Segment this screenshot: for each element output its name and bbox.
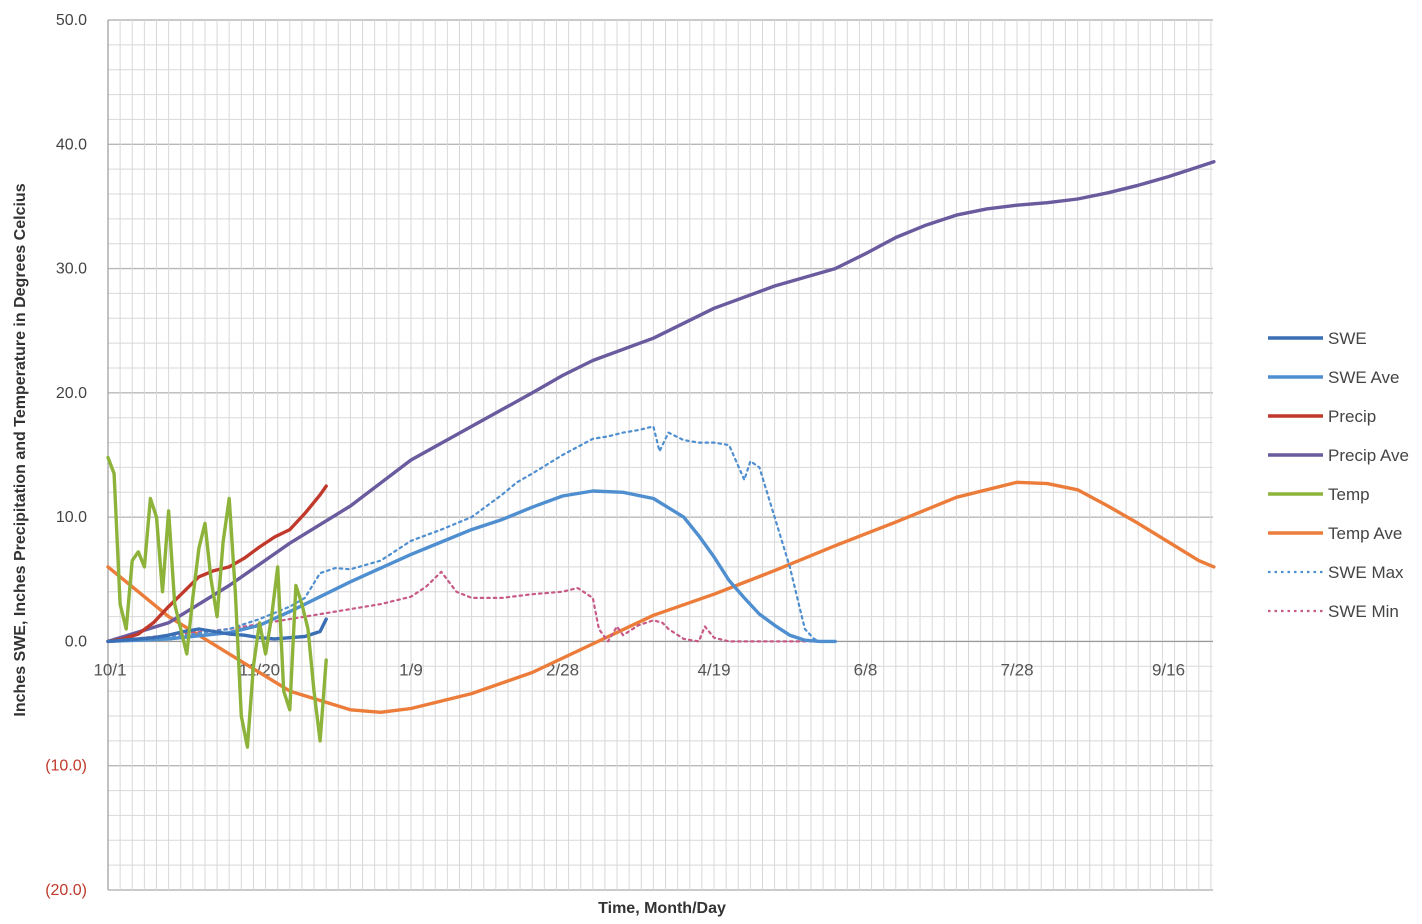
y-tick-label: (20.0): [45, 882, 87, 899]
legend: SWE SWE Ave Precip Precip Ave Temp Temp Ave SW…: [1268, 329, 1409, 621]
legend-label-temp: Temp: [1328, 485, 1370, 504]
x-tick-label: 6/8: [854, 660, 878, 679]
x-tick-label: 1/9: [399, 660, 423, 679]
series-line-swe-max: [106, 425, 822, 643]
y-tick-label: 50.0: [56, 12, 87, 29]
x-tick-label: 7/28: [1000, 660, 1033, 679]
legend-label-swe-ave: SWE Ave: [1328, 368, 1400, 387]
legend-label-precip-ave: Precip Ave: [1328, 446, 1409, 465]
series-line-precip-ave: [106, 159, 1216, 644]
series-lines: [106, 159, 1216, 749]
series-line-swe-ave: [106, 489, 837, 644]
x-tick-label: 4/19: [697, 660, 730, 679]
legend-label-temp-ave: Temp Ave: [1328, 524, 1402, 543]
legend-label-swe: SWE: [1328, 329, 1367, 348]
x-tick-label: 2/28: [546, 660, 579, 679]
legend-label-swe-max: SWE Max: [1328, 563, 1404, 582]
series-line-temp-ave: [106, 480, 1216, 714]
y-tick-label: 20.0: [56, 385, 87, 402]
y-tick-label: 10.0: [56, 509, 87, 526]
y-tick-label: 0.0: [65, 633, 87, 650]
series-line-swe-min: [106, 570, 837, 643]
y-axis-ticks: 50.0 40.0 30.0 20.0 10.0 0.0 (10.0) (20.0): [45, 12, 87, 899]
x-tick-label: 9/16: [1152, 660, 1185, 679]
series-line-swe: [106, 617, 328, 644]
y-tick-label: 40.0: [56, 136, 87, 153]
y-tick-label: (10.0): [45, 758, 87, 775]
grid: [107, 19, 1213, 891]
y-tick-label: 30.0: [56, 261, 87, 278]
legend-label-swe-min: SWE Min: [1328, 602, 1399, 621]
x-axis-label: Time, Month/Day: [598, 900, 726, 917]
series-line-temp: [106, 455, 328, 749]
x-tick-label: 10/1: [93, 660, 126, 679]
x-axis-ticks: 10/1 11/20 1/9 2/28 4/19 6/8 7/28 9/16: [93, 660, 1185, 679]
legend-label-precip: Precip: [1328, 407, 1376, 426]
y-axis-label: Inches SWE, Inches Precipitation and Tem…: [12, 183, 29, 716]
